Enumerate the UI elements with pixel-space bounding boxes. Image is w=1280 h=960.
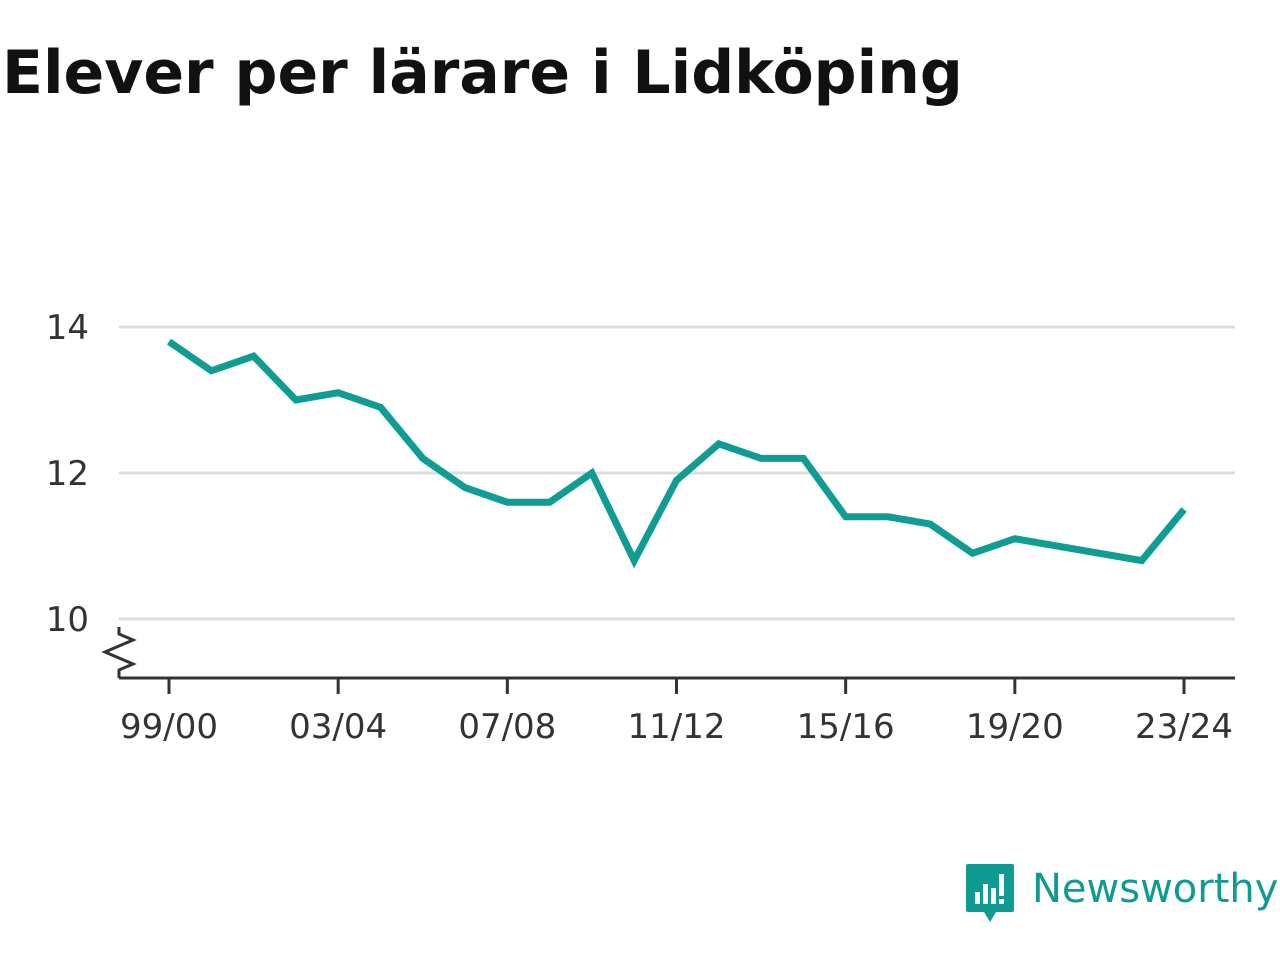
x-tick-label-07/08: 07/08 [458,707,556,747]
bar-chart-speech-bubble-icon [966,864,1014,922]
x-tick-label-11/12: 11/12 [628,707,726,747]
x-tick-label-23/24: 23/24 [1135,707,1233,747]
chart-title: Elever per lärare i Lidköping [2,38,963,108]
x-tick-label-99/00: 99/00 [120,707,218,747]
x-tick-label-19/20: 19/20 [966,707,1064,747]
x-tick-label-03/04: 03/04 [289,707,387,747]
brand-name: Newsworthy [1032,866,1279,912]
brand-logo: Newsworthy [964,862,1278,926]
y-tick-label-10: 10 [46,600,89,640]
y-axis-break [101,627,137,678]
tick-labels: 10 12 14 99/00 03/04 07/08 11/12 15/16 19/20 23/2… [46,308,1233,747]
axes [101,627,1235,694]
y-tick-label-12: 12 [46,454,89,494]
gridlines [119,325,1235,621]
x-tick-label-15/16: 15/16 [797,707,895,747]
series-layer [167,338,1187,569]
y-tick-label-14: 14 [46,308,89,348]
series-line [167,338,1187,569]
